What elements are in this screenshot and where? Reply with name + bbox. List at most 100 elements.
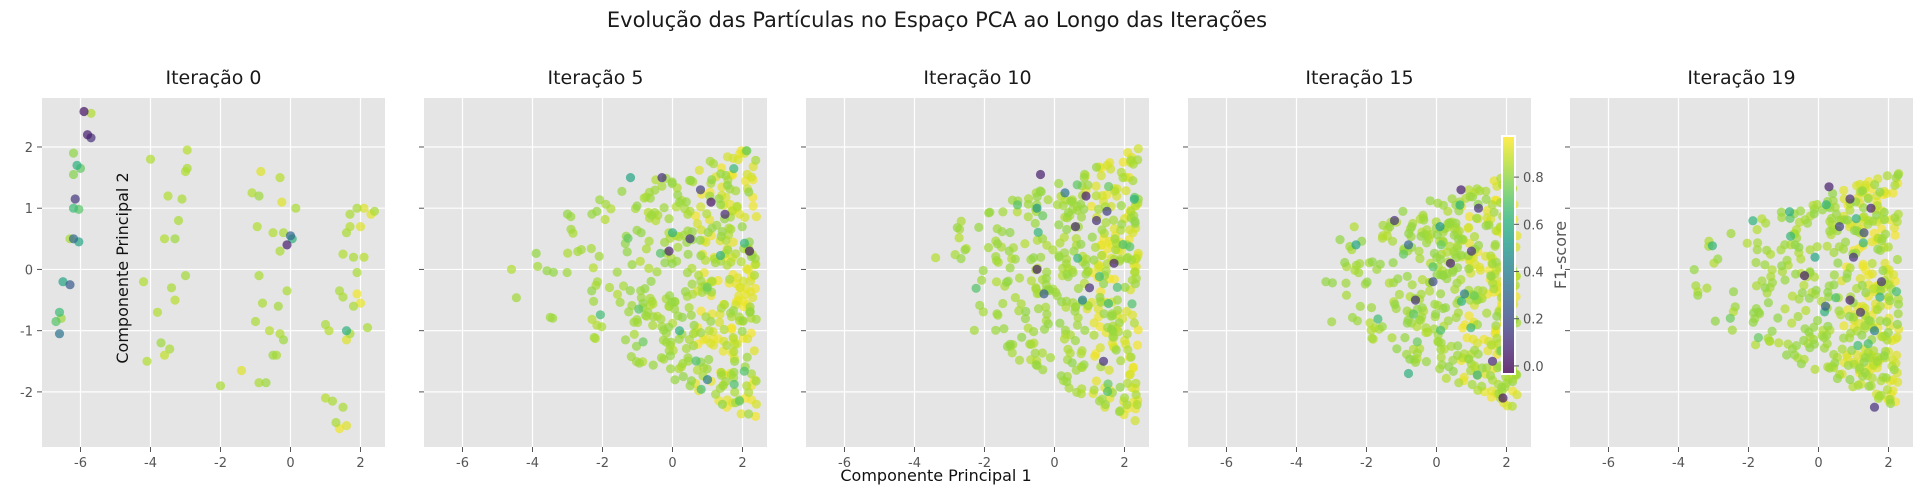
scatter-point	[682, 268, 693, 278]
scatter-point	[714, 317, 725, 327]
y-tick-label: -1	[20, 325, 33, 340]
scatter-point	[1848, 252, 1859, 262]
scatter-point	[1805, 343, 1815, 353]
scatter-point	[1477, 363, 1487, 373]
scatter-point	[736, 257, 746, 267]
scatter-point	[1002, 341, 1013, 352]
scatter-point	[261, 378, 271, 388]
subplot-1: -6 -4 -2 0 2 Iteração 5	[419, 67, 767, 471]
scatter-point	[1012, 207, 1022, 217]
scatter-point	[589, 332, 599, 343]
scatter-point	[1116, 201, 1126, 211]
scatter-point	[612, 289, 623, 299]
scatter-point	[1028, 253, 1039, 263]
x-tick-label: -4	[526, 456, 539, 471]
scatter-point	[1090, 351, 1100, 361]
scatter-point	[1452, 278, 1462, 288]
scatter-point	[277, 197, 287, 207]
scatter-point	[1882, 171, 1892, 181]
scatter-point	[1095, 343, 1105, 353]
scatter-point	[1872, 356, 1882, 367]
scatter-point	[1767, 278, 1777, 288]
scatter-point	[1366, 325, 1376, 335]
scatter-point	[1890, 213, 1900, 223]
scatter-point	[1834, 306, 1844, 316]
scatter-point	[1095, 292, 1105, 302]
scatter-point	[1872, 305, 1882, 315]
scatter-point	[1840, 237, 1851, 247]
scatter-point	[1487, 356, 1498, 366]
scatter-point	[1349, 222, 1359, 232]
subplot-4: -6 -4 -2 0 2 Iteração 19	[1565, 67, 1913, 471]
scatter-point	[1103, 386, 1113, 397]
scatter-point	[254, 378, 264, 388]
scatter-point	[1079, 204, 1089, 214]
scatter-point	[1801, 305, 1811, 316]
scatter-point	[1026, 276, 1036, 286]
scatter-point	[1763, 333, 1773, 343]
scatter-point	[1419, 215, 1429, 225]
scatter-point	[533, 261, 543, 271]
scatter-point	[1058, 200, 1068, 211]
scatter-point	[1109, 258, 1119, 268]
scatter-point	[738, 316, 748, 326]
scatter-point	[597, 322, 607, 332]
scatter-point	[740, 212, 750, 222]
x-axis-label: Componente Principal 1	[840, 466, 1031, 485]
scatter-point	[1421, 323, 1431, 333]
scatter-point	[647, 296, 657, 306]
scatter-point	[655, 248, 666, 258]
scatter-point	[1079, 360, 1089, 370]
scatter-point	[1072, 320, 1082, 330]
scatter-point	[737, 326, 747, 336]
scatter-point	[751, 399, 762, 409]
scatter-point	[254, 191, 264, 201]
scatter-point	[1445, 258, 1456, 268]
scatter-point	[1492, 363, 1503, 373]
scatter-point	[625, 286, 635, 296]
scatter-point	[1072, 180, 1082, 190]
scatter-point	[1098, 356, 1109, 366]
scatter-point	[1355, 259, 1365, 269]
scatter-point	[1833, 258, 1843, 268]
scatter-point	[1433, 337, 1443, 347]
scatter-point	[1129, 194, 1139, 204]
scatter-point	[1831, 293, 1841, 303]
scatter-point	[1025, 339, 1035, 349]
scatter-point	[1094, 204, 1104, 214]
scatter-point	[629, 317, 639, 327]
scatter-point	[1691, 281, 1701, 291]
x-tick-label: -2	[978, 456, 991, 471]
scatter-point	[620, 335, 631, 345]
scatter-point	[1867, 258, 1877, 269]
scatter-point	[1037, 348, 1047, 358]
scatter-point	[1751, 257, 1761, 268]
scatter-point	[992, 239, 1003, 249]
scatter-point	[974, 222, 984, 232]
scatter-point	[1858, 238, 1868, 248]
scatter-point	[1043, 319, 1053, 329]
scatter-point	[1485, 371, 1496, 381]
scatter-point	[338, 402, 348, 412]
scatter-point	[706, 316, 716, 326]
scatter-point	[711, 389, 721, 399]
scatter-point	[730, 356, 740, 366]
scatter-point	[1472, 338, 1482, 348]
scatter-point	[728, 237, 738, 247]
scatter-point	[745, 307, 755, 317]
scatter-point	[1761, 218, 1771, 228]
scatter-point	[751, 376, 761, 386]
scatter-point	[65, 280, 75, 290]
scatter-point	[1834, 222, 1845, 232]
scatter-point	[1810, 364, 1820, 374]
scatter-point	[739, 366, 749, 376]
scatter-point	[738, 276, 749, 286]
scatter-point	[673, 242, 683, 252]
scatter-point	[1787, 318, 1797, 328]
scatter-point	[696, 202, 706, 212]
scatter-point	[359, 203, 369, 213]
scatter-point	[665, 351, 676, 361]
scatter-point	[1123, 345, 1133, 355]
scatter-point	[1451, 312, 1461, 323]
scatter-point	[1846, 328, 1856, 338]
